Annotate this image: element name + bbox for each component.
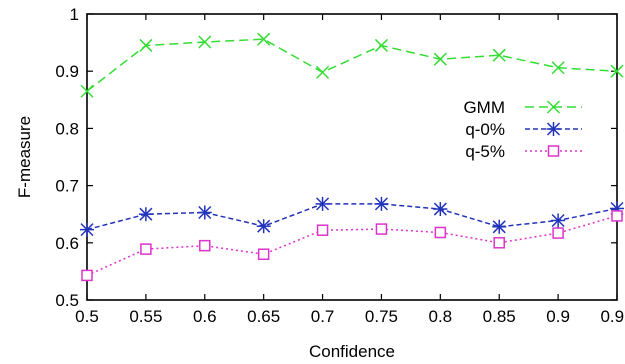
series-q-5-point bbox=[611, 210, 623, 222]
series-q-0-line bbox=[86, 203, 618, 231]
series-q-5-point bbox=[434, 226, 447, 239]
legend-q-0-label: q-0% bbox=[465, 120, 505, 139]
x-tick-label: 0.7 bbox=[311, 307, 335, 326]
axis-ticks bbox=[86, 13, 618, 301]
series-gmm bbox=[80, 32, 624, 98]
x-tick-label: 0.6 bbox=[193, 307, 217, 326]
y-tick-labels: 0.5 0.6 0.7 0.8 0.9 1 bbox=[55, 5, 79, 310]
series-gmm-point bbox=[492, 48, 506, 62]
series-gmm-point bbox=[610, 64, 624, 78]
series-gmm-point bbox=[139, 38, 153, 52]
series-gmm-line bbox=[86, 38, 618, 92]
series-q-5-point bbox=[140, 243, 152, 255]
x-tick-label: 0.55 bbox=[129, 307, 162, 326]
series-q-0 bbox=[80, 196, 624, 237]
series-q-5-point bbox=[199, 239, 211, 252]
series-q-5-point bbox=[316, 224, 329, 236]
legend-gmm: GMM bbox=[463, 98, 582, 117]
series-q-5-point bbox=[375, 223, 388, 235]
y-tick-label: 0.9 bbox=[55, 62, 79, 81]
series-q-0-point bbox=[138, 207, 153, 222]
series-q-0-point bbox=[433, 202, 448, 217]
x-tick-label: 0.9 bbox=[546, 307, 570, 326]
legend-q-5-point bbox=[547, 145, 560, 157]
series-q-5-point bbox=[552, 227, 564, 239]
x-tick-label: 0.95 bbox=[600, 307, 625, 326]
series-gmm-point bbox=[198, 35, 212, 49]
y-tick-label: 0.5 bbox=[55, 291, 79, 310]
x-tick-labels: 0.5 0.55 0.6 0.65 0.7 0.75 0.8 0.85 0.9 0.95 bbox=[75, 307, 625, 326]
x-tick-label: 0.65 bbox=[247, 307, 280, 326]
legend-gmm-label: GMM bbox=[463, 98, 505, 117]
legend-q-0-point bbox=[546, 122, 561, 136]
x-tick-label: 0.5 bbox=[75, 307, 99, 326]
series-gmm-point bbox=[80, 84, 94, 98]
series-gmm-point bbox=[316, 65, 330, 79]
series-q-5-point bbox=[81, 269, 93, 282]
series-q-5 bbox=[81, 210, 623, 282]
series-q-0-point bbox=[315, 196, 330, 211]
legend-q-0: q-0% bbox=[465, 120, 582, 139]
y-axis-label: F-measure bbox=[15, 116, 34, 198]
y-tick-label: 1 bbox=[70, 5, 79, 24]
y-tick-label: 0.6 bbox=[55, 234, 79, 253]
legend-gmm-point bbox=[546, 100, 561, 114]
x-axis-label: Confidence bbox=[309, 342, 395, 361]
x-tick-label: 0.85 bbox=[483, 307, 516, 326]
series-q-0-point bbox=[197, 205, 212, 220]
series-gmm-point bbox=[257, 32, 271, 46]
series-q-0-point bbox=[80, 222, 94, 237]
series-gmm-point bbox=[433, 52, 447, 66]
plot-frame bbox=[86, 13, 618, 301]
series-q-0-point bbox=[256, 219, 271, 234]
series-gmm-point bbox=[551, 61, 565, 75]
legend-q-5: q-5% bbox=[465, 142, 582, 161]
series-q-0-point bbox=[551, 213, 566, 228]
series-q-5-line bbox=[86, 215, 618, 277]
series-layer bbox=[80, 32, 624, 282]
y-tick-label: 0.8 bbox=[55, 119, 79, 138]
series-q-5-point bbox=[493, 237, 505, 249]
x-tick-label: 0.75 bbox=[365, 307, 398, 326]
series-gmm-point bbox=[374, 38, 388, 52]
legend: GMM q-0% q-5% bbox=[463, 98, 582, 161]
y-tick-label: 0.7 bbox=[55, 177, 79, 196]
series-q-0-point bbox=[492, 219, 507, 234]
x-tick-label: 0.8 bbox=[429, 307, 453, 326]
series-q-5-point bbox=[257, 248, 270, 260]
legend-q-5-label: q-5% bbox=[465, 142, 505, 161]
series-q-0-point bbox=[374, 196, 389, 211]
